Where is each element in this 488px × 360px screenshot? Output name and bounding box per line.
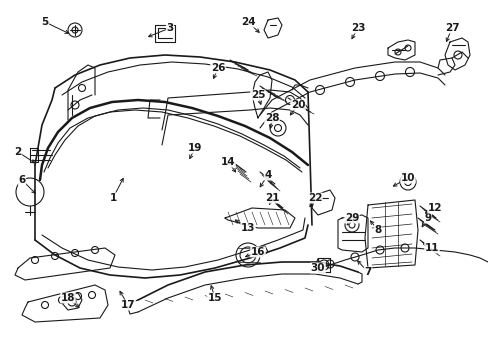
Text: 26: 26	[210, 63, 225, 73]
Text: 17: 17	[121, 300, 135, 310]
Text: 14: 14	[220, 157, 235, 167]
Text: 19: 19	[187, 143, 202, 153]
Text: 18: 18	[61, 293, 75, 303]
Text: 24: 24	[240, 17, 255, 27]
Text: 27: 27	[444, 23, 458, 33]
Text: 16: 16	[250, 247, 264, 257]
Text: 10: 10	[400, 173, 414, 183]
Text: 30: 30	[310, 263, 325, 273]
Text: 13: 13	[240, 223, 255, 233]
Text: 3: 3	[166, 23, 173, 33]
Text: 12: 12	[427, 203, 441, 213]
Text: 29: 29	[344, 213, 359, 223]
Text: 25: 25	[250, 90, 264, 100]
Text: 8: 8	[374, 225, 381, 235]
Text: 15: 15	[207, 293, 222, 303]
Text: 5: 5	[41, 17, 48, 27]
Text: 20: 20	[290, 100, 305, 110]
Text: 1: 1	[109, 193, 116, 203]
Text: 22: 22	[307, 193, 322, 203]
Text: 21: 21	[264, 193, 279, 203]
Text: 7: 7	[364, 267, 371, 277]
Text: 6: 6	[19, 175, 25, 185]
Text: 9: 9	[424, 213, 431, 223]
Text: 23: 23	[350, 23, 365, 33]
Text: 11: 11	[424, 243, 438, 253]
Text: 4: 4	[264, 170, 271, 180]
Text: 28: 28	[264, 113, 279, 123]
Text: 2: 2	[14, 147, 21, 157]
